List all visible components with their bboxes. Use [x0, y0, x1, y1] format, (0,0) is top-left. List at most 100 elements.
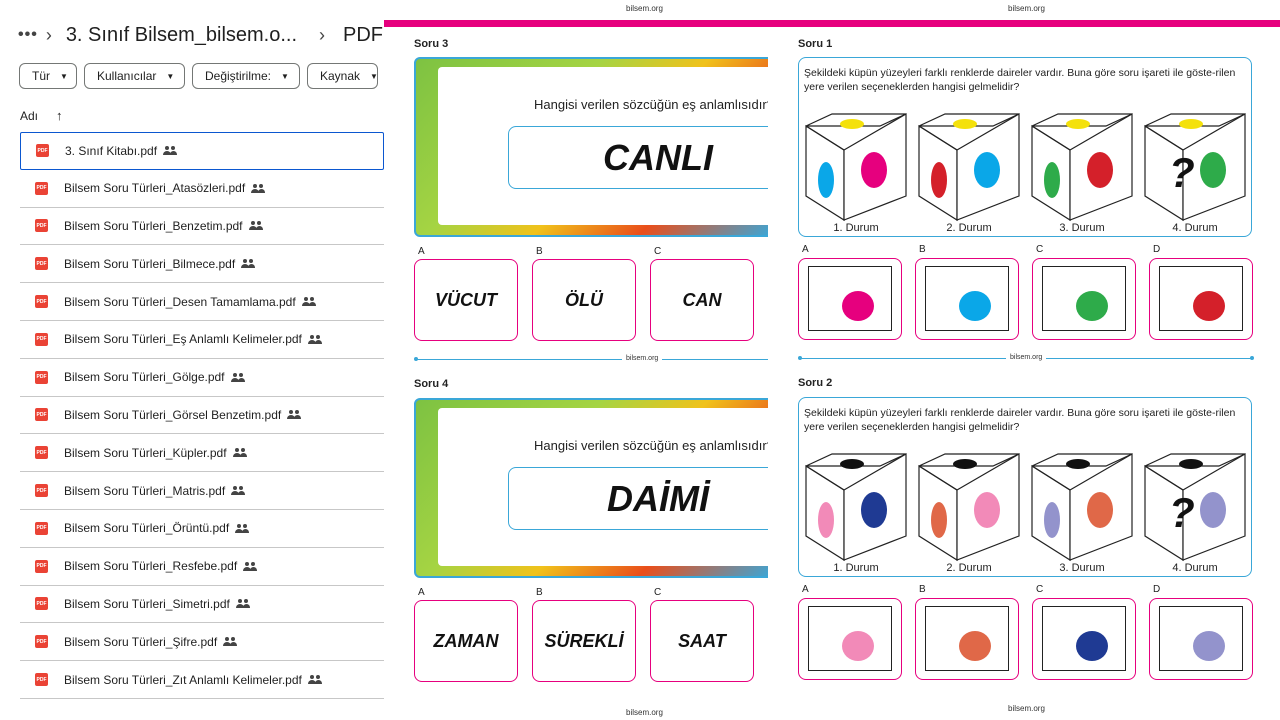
file-row[interactable]: PDF Bilsem Soru Türleri_Bilmece.pdf — [20, 245, 384, 284]
question-text: Şekildeki küpün yüzeyleri farklı renkler… — [804, 407, 1236, 433]
caret-down-icon: ▼ — [370, 71, 378, 81]
file-browser: ••• › 3. Sınıf Bilsem_bilsem.o... › PDF … — [0, 0, 399, 720]
option-letter: C — [1036, 584, 1044, 595]
divider-line — [416, 359, 768, 360]
caret-down-icon: ▼ — [281, 71, 289, 81]
durum-label: 1. Durum — [833, 562, 879, 574]
pdf-file-icon: PDF — [35, 219, 48, 233]
option-letter: B — [919, 244, 926, 255]
shared-users-icon — [223, 637, 238, 647]
pdf-file-icon: PDF — [35, 295, 48, 309]
option-letter: A — [418, 246, 425, 257]
pdf-file-icon: PDF — [35, 635, 48, 649]
durum-label: 4. Durum — [1172, 222, 1218, 234]
more-icon[interactable]: ••• — [18, 26, 38, 43]
file-name: Bilsem Soru Türleri_Zıt Anlamlı Kelimele… — [64, 672, 302, 687]
answer-option[interactable]: ZAMAN — [414, 600, 518, 682]
question-text: Hangisi verilen sözcüğün eş anlamlısıdır… — [534, 97, 768, 112]
shared-users-icon — [241, 259, 256, 269]
answer-option[interactable] — [1149, 598, 1253, 680]
shared-users-icon — [243, 561, 258, 571]
answer-option[interactable] — [915, 598, 1019, 680]
file-row[interactable]: PDF Bilsem Soru Türleri_Eş Anlamlı Kelime… — [20, 321, 384, 359]
answer-option[interactable] — [798, 258, 902, 340]
pdf-file-icon: PDF — [35, 370, 48, 384]
durum-label: 2. Durum — [946, 562, 992, 574]
pdf-file-icon: PDF — [36, 144, 49, 158]
answer-option[interactable] — [1032, 598, 1136, 680]
cube-figure — [917, 112, 1021, 222]
file-row[interactable]: PDF Bilsem Soru Türleri_Resfebe.pdf — [20, 548, 384, 586]
option-letter: C — [654, 246, 662, 257]
answer-option[interactable] — [1032, 258, 1136, 340]
file-row[interactable]: PDF Bilsem Soru Türleri_Gölge.pdf — [20, 359, 384, 397]
file-row[interactable]: PDF Bilsem Soru Türleri_Şifre.pdf — [20, 623, 384, 662]
pdf-file-icon: PDF — [35, 446, 48, 460]
file-row[interactable]: PDF Bilsem Soru Türleri_Simetri.pdf — [20, 586, 384, 624]
shared-users-icon — [232, 448, 247, 458]
answer-option[interactable] — [1149, 258, 1253, 340]
answer-option[interactable]: SÜREKLİ — [532, 600, 636, 682]
option-dot — [842, 631, 874, 661]
divider-dot — [414, 357, 418, 361]
file-list: PDF 3. Sınıf Kitabı.pdf PDF Bilsem Soru Tür… — [20, 132, 384, 699]
divider-site: bilsem.org — [1006, 354, 1047, 361]
filter-source-button[interactable]: Kaynak ▼ — [307, 63, 378, 89]
answer-option[interactable]: VÜCUT — [414, 259, 518, 341]
shared-users-icon — [235, 599, 250, 609]
list-header: Adı ↑ — [20, 108, 63, 123]
option-frame — [1042, 266, 1126, 331]
divider-dot — [1250, 356, 1254, 360]
file-row[interactable]: PDF Bilsem Soru Türleri_Küpler.pdf — [20, 434, 384, 473]
breadcrumb-folder[interactable]: 3. Sınıf Bilsem_bilsem.o... — [65, 23, 298, 46]
answer-option[interactable]: SAAT — [650, 600, 754, 682]
target-word: DAİMİ — [508, 467, 768, 530]
caret-down-icon: ▼ — [166, 71, 175, 81]
file-name: Bilsem Soru Türleri_Görsel Benzetim.pdf — [64, 407, 282, 422]
cube-svg: ? — [1144, 452, 1246, 562]
cube-figure: ? — [1143, 112, 1247, 222]
shared-users-icon — [163, 146, 178, 156]
sort-arrow-up-icon[interactable]: ↑ — [56, 108, 63, 123]
option-letter: B — [919, 584, 926, 595]
shared-users-icon — [307, 334, 322, 344]
durum-label: 2. Durum — [946, 222, 992, 234]
question-label: Soru 2 — [798, 377, 833, 389]
page-header-site: bilsem.org — [626, 4, 663, 13]
answer-option[interactable] — [915, 258, 1019, 340]
file-name: Bilsem Soru Türleri_Bilmece.pdf — [64, 256, 236, 271]
file-row[interactable]: PDF Bilsem Soru Türleri_Matris.pdf — [20, 472, 384, 510]
file-row[interactable]: PDF Bilsem Soru Türleri_Benzetim.pdf — [20, 208, 384, 246]
cube-svg — [805, 112, 907, 222]
filter-type-button[interactable]: Tür ▼ — [19, 63, 77, 89]
cube-figure — [804, 452, 908, 562]
durum-label: 4. Durum — [1172, 562, 1218, 574]
column-name-header[interactable]: Adı — [20, 108, 39, 123]
question-text: Hangisi verilen sözcüğün eş anlamlısıdır… — [534, 438, 768, 453]
cube-svg: ? — [1144, 112, 1246, 222]
file-name: Bilsem Soru Türleri_Desen Tamamlama.pdf — [64, 294, 296, 309]
filter-people-button[interactable]: Kullanıcılar ▼ — [84, 63, 185, 89]
file-row[interactable]: PDF Bilsem Soru Türleri_Görsel Benzetim.p… — [20, 397, 384, 435]
option-letter: A — [802, 244, 809, 255]
answer-option[interactable] — [798, 598, 902, 680]
file-row[interactable]: PDF Bilsem Soru Türleri_Zıt Anlamlı Kelim… — [20, 661, 384, 699]
file-name: 3. Sınıf Kitabı.pdf — [65, 143, 158, 158]
answer-option[interactable]: CAN — [650, 259, 754, 341]
file-row[interactable]: PDF Bilsem Soru Türleri_Atasözleri.pdf — [20, 170, 384, 208]
breadcrumb-current[interactable]: PDF — [343, 23, 384, 46]
breadcrumb: ••• › 3. Sınıf Bilsem_bilsem.o... › PDF … — [18, 20, 399, 50]
option-frame — [925, 266, 1009, 331]
filter-modified-button[interactable]: Değiştirilme: ▼ — [192, 63, 300, 89]
option-letter: B — [536, 587, 543, 598]
file-row[interactable]: PDF Bilsem Soru Türleri_Örüntü.pdf — [20, 510, 384, 548]
answer-option[interactable]: ÖLÜ — [532, 259, 636, 341]
shared-users-icon — [251, 183, 266, 193]
file-row[interactable]: PDF Bilsem Soru Türleri_Desen Tamamlama.p… — [20, 283, 384, 321]
cube-svg — [805, 452, 907, 562]
file-row[interactable]: PDF 3. Sınıf Kitabı.pdf — [20, 132, 384, 170]
cube-figure: ? — [1143, 452, 1247, 562]
svg-text:?: ? — [1169, 149, 1195, 196]
option-frame — [808, 266, 892, 331]
svg-text:?: ? — [1169, 489, 1195, 536]
